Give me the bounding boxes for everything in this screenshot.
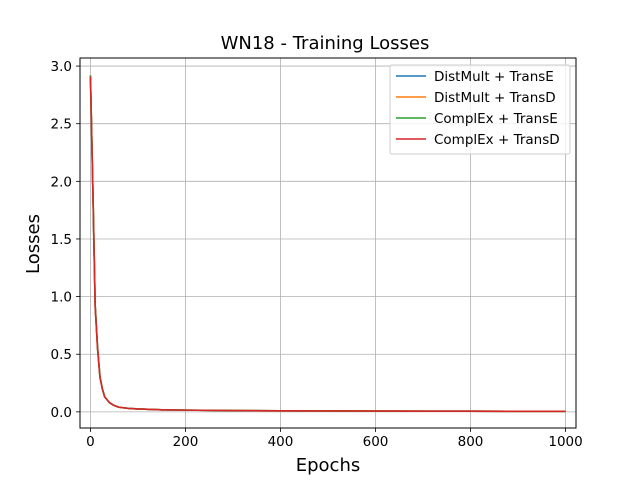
plot-frame [79,57,577,429]
x-tick-label: 200 [173,434,199,450]
y-tick-label: 2.5 [51,117,72,133]
x-axis-title: Epochs [296,455,361,476]
x-tick-label: 400 [268,434,294,450]
grid [80,58,576,428]
y-tick-label: 3.0 [51,59,72,75]
legend: DistMult + TransE DistMult + TransD ComplE… [389,64,571,155]
legend-label: DistMult + TransE [434,69,554,85]
series-line-4 [89,76,566,413]
y-tick-label: 1.5 [51,232,72,248]
x-tick-label: 0 [86,434,95,450]
legend-label: ComplEx + TransE [434,111,558,127]
chart-title: WN18 - Training Losses [221,33,430,54]
y-tick-label: 2.0 [51,174,72,190]
axis-ticks: 0 200 400 600 800 1000 0.0 0.5 1.0 1.5 2.0 2.5 3.0 [51,59,583,450]
legend-label: ComplEx + TransD [434,132,560,148]
x-tick-label: 800 [458,434,484,450]
y-tick-label: 0.5 [51,347,72,363]
legend-box [389,64,571,155]
series-lines [89,75,566,413]
y-tick-label: 0.0 [51,405,72,421]
legend-label: DistMult + TransD [434,90,556,106]
y-axis-title: Losses [23,214,44,274]
x-tick-label: 600 [363,434,389,450]
y-tick-label: 1.0 [51,290,72,306]
x-tick-label: 1000 [548,434,582,450]
